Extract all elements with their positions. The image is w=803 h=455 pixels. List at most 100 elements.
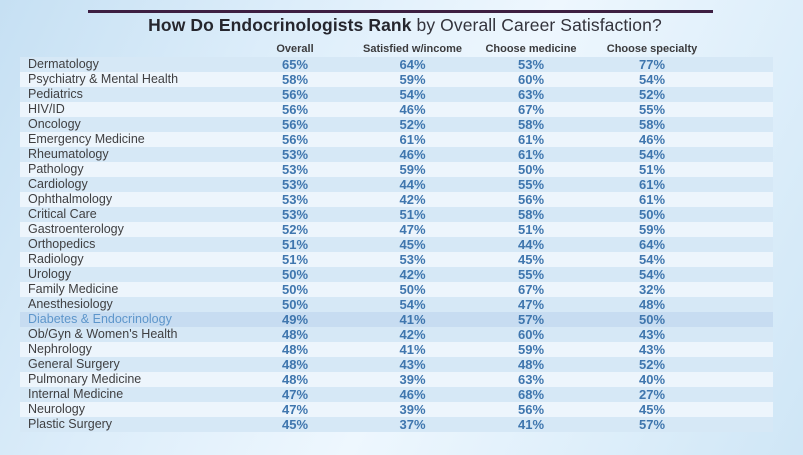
value-overall: 56%: [281, 102, 309, 117]
value-choose-medicine: 61%: [517, 147, 545, 162]
value-choose-medicine: 60%: [517, 72, 545, 87]
specialty-label: Pulmonary Medicine: [28, 372, 142, 386]
value-satisfied-income: 46%: [399, 102, 426, 117]
table-row: Pathology 53% 59% 50% 51%: [20, 162, 773, 177]
table-row: Plastic Surgery 45% 37% 41% 57%: [20, 417, 773, 432]
table-row: Cardiology 53% 44% 55% 61%: [20, 177, 773, 192]
table-row: Internal Medicine 47% 46% 68% 27%: [20, 387, 773, 402]
value-choose-medicine: 63%: [517, 372, 545, 387]
value-choose-specialty: 40%: [638, 372, 666, 387]
value-choose-specialty: 46%: [638, 132, 666, 147]
value-overall: 49%: [281, 312, 309, 327]
value-overall: 50%: [281, 297, 309, 312]
value-satisfied-income: 37%: [399, 417, 426, 432]
value-overall: 53%: [281, 192, 309, 207]
value-choose-specialty: 57%: [638, 417, 666, 432]
column-header-choose-specialty: Choose specialty: [606, 42, 698, 55]
value-choose-medicine: 56%: [517, 192, 545, 207]
value-choose-medicine: 53%: [517, 57, 545, 72]
value-satisfied-income: 42%: [399, 327, 426, 342]
value-choose-medicine: 51%: [517, 222, 545, 237]
specialty-label: Urology: [28, 267, 72, 281]
value-choose-medicine: 44%: [517, 237, 545, 252]
value-satisfied-income: 50%: [399, 282, 426, 297]
specialty-label: Oncology: [28, 117, 81, 131]
value-choose-medicine: 58%: [517, 207, 545, 222]
value-overall: 53%: [281, 147, 309, 162]
value-choose-specialty: 32%: [638, 282, 666, 297]
table-row: Diabetes & Endocrinology 49% 41% 57% 50%: [20, 312, 773, 327]
table-row: Emergency Medicine 56% 61% 61% 46%: [20, 132, 773, 147]
specialty-label: Anesthesiology: [28, 297, 113, 311]
value-choose-specialty: 54%: [638, 147, 666, 162]
value-overall: 53%: [281, 207, 309, 222]
value-choose-medicine: 41%: [517, 417, 545, 432]
value-choose-medicine: 58%: [517, 117, 545, 132]
value-overall: 47%: [281, 387, 309, 402]
value-choose-medicine: 60%: [517, 327, 545, 342]
value-satisfied-income: 54%: [399, 297, 426, 312]
value-overall: 51%: [281, 252, 309, 267]
value-choose-specialty: 52%: [638, 357, 666, 372]
specialty-label: Psychiatry & Mental Health: [28, 72, 179, 86]
value-choose-specialty: 52%: [638, 87, 666, 102]
value-choose-medicine: 67%: [517, 282, 545, 297]
value-choose-specialty: 50%: [638, 312, 666, 327]
specialty-label: Plastic Surgery: [28, 417, 113, 431]
value-satisfied-income: 52%: [399, 117, 426, 132]
value-choose-specialty: 58%: [638, 117, 666, 132]
value-choose-specialty: 61%: [638, 177, 666, 192]
table-row: Neurology 47% 39% 56% 45%: [20, 402, 773, 417]
value-choose-medicine: 55%: [517, 177, 545, 192]
value-choose-medicine: 59%: [517, 342, 545, 357]
value-choose-medicine: 48%: [517, 357, 545, 372]
specialty-label: HIV/ID: [28, 102, 65, 116]
value-choose-specialty: 64%: [638, 237, 666, 252]
value-satisfied-income: 61%: [399, 132, 426, 147]
specialty-label: Nephrology: [28, 342, 92, 356]
value-overall: 48%: [281, 357, 309, 372]
table-row: Pediatrics 56% 54% 63% 52%: [20, 87, 773, 102]
value-overall: 51%: [281, 237, 309, 252]
specialty-label: Cardiology: [28, 177, 88, 191]
specialty-label: Internal Medicine: [28, 387, 124, 401]
table-row: Rheumatology 53% 46% 61% 54%: [20, 147, 773, 162]
value-choose-medicine: 61%: [517, 132, 545, 147]
value-choose-specialty: 54%: [638, 267, 666, 282]
specialty-label: Family Medicine: [28, 282, 119, 296]
value-overall: 53%: [281, 177, 309, 192]
value-choose-specialty: 51%: [638, 162, 666, 177]
value-choose-medicine: 45%: [517, 252, 545, 267]
table-row: General Surgery 48% 43% 48% 52%: [20, 357, 773, 372]
specialty-label: Rheumatology: [28, 147, 109, 161]
specialty-label: Critical Care: [28, 207, 97, 221]
table-row: Anesthesiology 50% 54% 47% 48%: [20, 297, 773, 312]
value-choose-medicine: 67%: [517, 102, 545, 117]
value-satisfied-income: 46%: [399, 387, 426, 402]
value-choose-specialty: 61%: [638, 192, 666, 207]
value-overall: 56%: [281, 87, 309, 102]
value-choose-specialty: 27%: [638, 387, 666, 402]
value-choose-medicine: 55%: [517, 267, 545, 282]
value-overall: 65%: [281, 57, 309, 72]
table-rows: Dermatology 65% 64% 53% 77% Psychiatry &…: [20, 57, 773, 432]
specialty-label: Ophthalmology: [28, 192, 113, 206]
specialty-label: Radiology: [28, 252, 84, 266]
value-satisfied-income: 59%: [399, 72, 426, 87]
table-row: Ophthalmology 53% 42% 56% 61%: [20, 192, 773, 207]
title-divider-rule: [88, 10, 713, 13]
specialty-label: Diabetes & Endocrinology: [28, 312, 172, 326]
value-choose-medicine: 56%: [517, 402, 545, 417]
page-title-regular: by Overall Career Satisfaction?: [411, 15, 662, 35]
value-satisfied-income: 42%: [399, 192, 426, 207]
table-row: Critical Care 53% 51% 58% 50%: [20, 207, 773, 222]
value-satisfied-income: 45%: [399, 237, 426, 252]
value-choose-specialty: 50%: [638, 207, 666, 222]
value-satisfied-income: 51%: [399, 207, 426, 222]
value-satisfied-income: 53%: [399, 252, 426, 267]
value-overall: 58%: [281, 72, 309, 87]
value-choose-specialty: 55%: [638, 102, 666, 117]
value-satisfied-income: 39%: [399, 372, 426, 387]
value-overall: 56%: [281, 117, 309, 132]
value-satisfied-income: 39%: [399, 402, 426, 417]
